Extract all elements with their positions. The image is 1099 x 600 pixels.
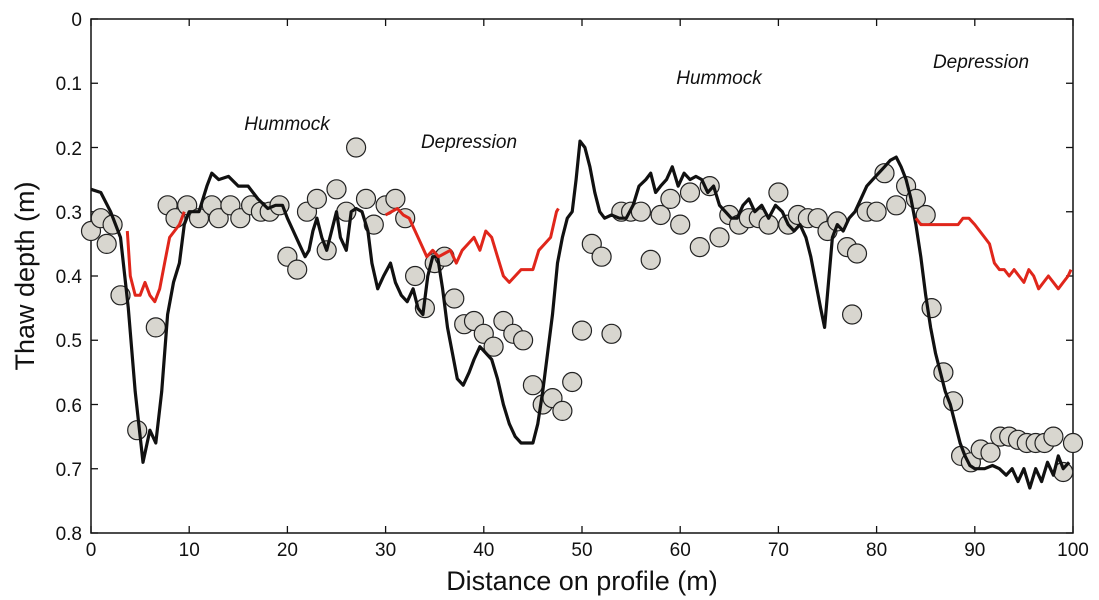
thaw-depth-point [230,208,251,229]
thaw-depth-point [287,259,308,280]
annotations: Hummock Depression Hummock Depression [244,52,1029,153]
y-tick-label: 0.5 [56,331,82,352]
x-tick-label: 100 [1057,540,1089,561]
y-tick-label: 0.1 [56,74,82,95]
y-tick-label: 0.3 [56,203,82,224]
thaw-depth-point [208,208,229,229]
y-tick-label: 0.6 [56,396,82,417]
thaw-depth-point [306,188,327,209]
x-tick-label: 60 [670,540,691,561]
annotation-depression: Depression [421,132,517,153]
annotation-depression: Depression [933,52,1029,73]
y-axis-ticks: 0 0.1 0.2 0.3 0.4 0.5 0.6 0.7 0.8 [56,10,83,545]
thaw-depth-point [1043,426,1064,447]
thaw-depth-point [346,137,367,158]
thaw-depth-point [670,214,691,235]
x-axis-ticks: 0 10 20 30 40 50 60 70 80 90 100 [86,540,1089,561]
thaw-depth-point [145,317,166,338]
thaw-depth-point [980,442,1001,463]
thaw-depth-point [562,371,583,393]
red-profile-line [384,207,560,284]
annotation-hummock: Hummock [676,68,763,89]
thaw-depth-point [866,201,887,222]
thaw-depth-point [552,400,573,421]
red-profile-line [125,211,186,304]
x-tick-label: 80 [866,540,887,561]
y-axis-label: Thaw depth (m) [10,181,40,370]
thaw-depth-point [601,323,622,344]
thaw-depth-point [650,204,671,226]
x-tick-label: 70 [768,540,789,561]
y-tick-label: 0 [71,10,82,31]
plot-frame [90,18,1074,534]
y-tick-label: 0.4 [56,267,83,288]
thaw-depth-point [571,320,593,341]
thaw-depth-point [96,233,117,254]
thaw-depth-point [405,265,426,287]
y-tick-label: 0.7 [56,460,82,481]
thaw-depth-point [640,249,661,270]
thaw-depth-point [483,336,504,357]
x-axis-label: Distance on profile (m) [446,566,718,596]
thaw-depth-point [1062,432,1084,454]
series-layer [80,137,1084,490]
thaw-depth-point [512,330,534,351]
thaw-depth-point [709,227,730,248]
thaw-depth-point [522,375,544,396]
black-profile-line [90,139,1071,490]
thaw-depth-point [385,188,406,209]
thaw-depth-point [326,179,347,200]
x-tick-label: 90 [964,540,985,561]
x-tick-label: 20 [277,540,298,561]
thaw-depth-point [846,243,868,264]
y-tick-label: 0.2 [56,139,82,160]
thaw-depth-point [679,182,701,203]
thaw-depth-point [921,298,942,319]
thaw-depth-point [886,195,907,216]
x-tick-label: 50 [571,540,592,561]
x-tick-label: 10 [179,540,200,561]
thaw-depth-point [355,188,377,209]
thaw-depth-point [874,163,895,184]
x-tick-label: 0 [86,540,97,561]
plot-area-border [90,18,1074,534]
thaw-depth-point [660,188,681,209]
thaw-depth-point [591,246,612,267]
thaw-depth-point [841,304,863,325]
thaw-depth-point [768,182,789,203]
y-tick-label: 0.8 [56,524,82,545]
thaw-depth-point [444,288,465,309]
red-profile-line [914,216,1073,291]
x-tick-label: 40 [473,540,494,561]
annotation-hummock: Hummock [244,114,331,135]
x-tick-label: 30 [375,540,396,561]
thaw-depth-point [689,237,710,258]
